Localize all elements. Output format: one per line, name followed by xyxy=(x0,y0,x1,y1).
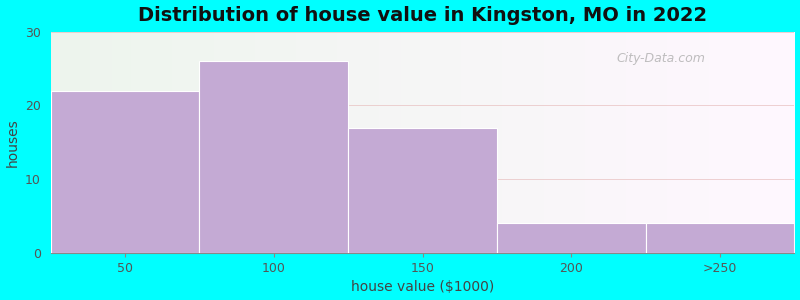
Bar xyxy=(50,91,199,253)
X-axis label: house value ($1000): house value ($1000) xyxy=(351,280,494,294)
Title: Distribution of house value in Kingston, MO in 2022: Distribution of house value in Kingston,… xyxy=(138,6,707,25)
Bar xyxy=(199,61,348,253)
Bar xyxy=(646,224,794,253)
Bar xyxy=(497,224,646,253)
Text: City-Data.com: City-Data.com xyxy=(616,52,705,65)
Y-axis label: houses: houses xyxy=(6,118,19,166)
Bar xyxy=(348,128,497,253)
